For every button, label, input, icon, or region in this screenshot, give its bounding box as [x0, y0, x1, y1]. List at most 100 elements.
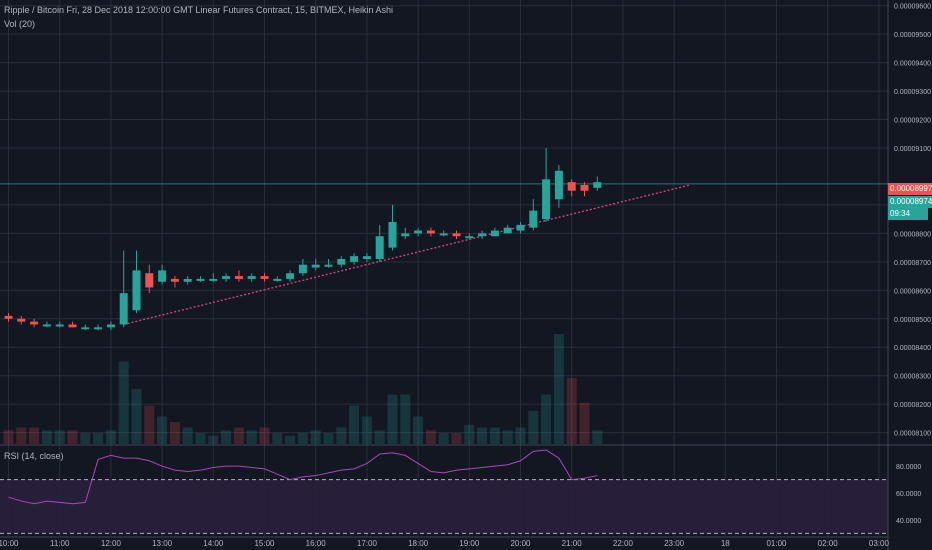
candle-body [209, 278, 218, 281]
candle-body [337, 259, 346, 265]
time-tick-label: 18:00 [408, 539, 429, 548]
volume-bar [310, 430, 321, 444]
volume-bar [16, 427, 27, 444]
time-tick-label: 12:00 [101, 539, 122, 548]
volume-bar [80, 433, 91, 444]
volume-bar [182, 427, 193, 444]
candle-body [106, 324, 115, 328]
candle-body [119, 293, 128, 325]
candle-body [286, 273, 295, 279]
price-tick-label: 0.00009300 [894, 89, 931, 96]
volume-bar [272, 433, 283, 444]
candle-body [478, 233, 487, 237]
volume-bar [515, 427, 526, 444]
volume-bar [425, 430, 436, 444]
candle-body [247, 276, 256, 279]
candle-body [260, 276, 269, 279]
price-tick-label: 0.00008800 [894, 231, 931, 238]
candle-body [42, 324, 51, 327]
time-tick-label: 10:00 [0, 539, 19, 548]
current-price-tag-red: 0.00008997 [888, 183, 932, 195]
time-tick-label: 03:00 [869, 539, 890, 548]
volume-bar [246, 430, 257, 444]
volume-bar [221, 430, 232, 444]
candle-body [273, 278, 282, 281]
time-tick-label: 11:00 [50, 539, 70, 548]
volume-bar [566, 378, 577, 444]
candle-body [554, 170, 563, 200]
volume-bar [285, 435, 296, 444]
volume-bar [54, 430, 65, 444]
candle-body [350, 256, 359, 262]
rsi-tick-label: 60.0000 [896, 491, 921, 498]
candle-body [567, 182, 576, 191]
time-tick-label: 02:00 [818, 539, 839, 548]
volume-bar [67, 430, 78, 444]
volume-bar [400, 394, 411, 444]
candle-body [388, 222, 397, 248]
candle-body [580, 185, 589, 191]
candle-body [234, 276, 243, 279]
candle-body [426, 230, 435, 234]
candle-body [4, 315, 13, 319]
candle-body [529, 210, 538, 228]
candle-body [324, 264, 333, 267]
volume-bar [451, 433, 462, 444]
volume-bar [131, 389, 142, 444]
volume-bar [528, 411, 539, 444]
candle-body [542, 179, 551, 220]
volume-bar [259, 427, 270, 444]
volume-indicator-label[interactable]: Vol (20) [4, 19, 36, 29]
candle-body [298, 264, 307, 274]
time-tick-label: 23:00 [664, 539, 685, 548]
volume-bar [297, 433, 308, 444]
price-tick-label: 0.00008400 [894, 345, 931, 352]
candle-body [439, 233, 448, 236]
volume-bar [157, 416, 168, 444]
volume-bar [3, 430, 14, 444]
candle-body [94, 327, 103, 330]
price-tick-label: 0.00009200 [894, 118, 931, 125]
volume-bar [208, 435, 219, 444]
price-tick-label: 0.00009600 [894, 4, 931, 11]
volume-bar [541, 394, 552, 444]
time-tick-label: 13:00 [152, 539, 173, 548]
candle-body [375, 236, 384, 259]
rsi-line [8, 449, 598, 505]
candle-body [593, 182, 602, 188]
candle-body [183, 278, 192, 282]
candle-body [414, 230, 423, 234]
volume-bar [502, 430, 513, 444]
price-tick-label: 0.00008300 [894, 374, 931, 381]
price-tick-label: 0.00009400 [894, 61, 931, 68]
candle-body [158, 270, 167, 282]
candle-body [132, 270, 141, 311]
time-tick-label: 01:00 [766, 539, 787, 548]
time-tick-label: 17:00 [357, 539, 378, 548]
volume-bar [93, 433, 104, 444]
candle-body [196, 278, 205, 281]
rsi-tick-label: 40.0000 [896, 518, 921, 525]
rsi-indicator-label[interactable]: RSI (14, close) [4, 451, 64, 461]
price-tick-label: 0.00009100 [894, 146, 931, 153]
candle-body [68, 324, 77, 328]
volume-bar [438, 433, 449, 444]
volume-bar [477, 427, 488, 444]
volume-bar [144, 405, 155, 444]
rsi-tick-label: 80.0000 [896, 464, 921, 471]
volume-bar [361, 416, 372, 444]
chart-title: Ripple / Bitcoin Fri, 28 Dec 2018 12:00:… [4, 5, 394, 15]
volume-bar [118, 361, 129, 444]
candle-body [55, 324, 64, 327]
candle-body [81, 327, 90, 330]
candle-body [490, 230, 499, 237]
candle-body [503, 227, 512, 234]
candle-body [17, 318, 26, 322]
candle-body [362, 256, 371, 259]
volume-bar [592, 430, 603, 444]
current-price-tag-green: 0.00008974 [888, 196, 932, 208]
volume-bar [105, 430, 116, 444]
volume-bar [336, 427, 347, 444]
volume-bar [489, 427, 500, 444]
